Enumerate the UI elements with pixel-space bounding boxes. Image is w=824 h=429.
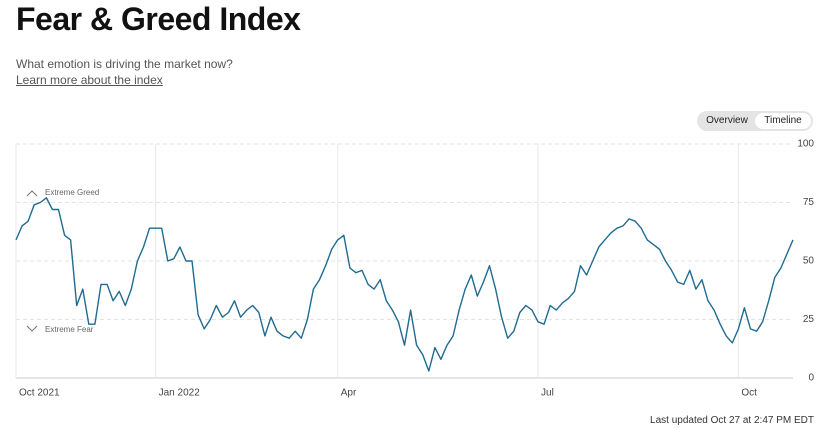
annotation: Extreme Fear [45, 325, 94, 334]
y-tick-label: 75 [803, 197, 815, 208]
y-tick-label: 100 [797, 139, 814, 150]
view-toggle: Overview Timeline [697, 111, 813, 131]
chart: 0 25 50 75 100 Oct 2021 Jan 2022 Apr Jul Oct Extre… [15, 139, 815, 399]
chevron-up-icon [26, 190, 38, 197]
annotation: Extreme Greed [45, 188, 99, 197]
page-title: Fear & Greed Index [16, 1, 301, 37]
y-tick-label: 50 [803, 256, 815, 267]
chevron-down-icon [26, 325, 38, 332]
data-line [15, 197, 794, 372]
last-updated: Last updated Oct 27 at 2:47 PM EDT [650, 415, 814, 426]
tab[interactable]: Timeline [755, 113, 811, 129]
y-tick-label: 25 [803, 314, 815, 325]
x-tick-label: Oct 2021 [19, 388, 60, 399]
tab[interactable]: Overview [706, 115, 748, 126]
y-tick-label: 0 [808, 373, 814, 384]
subtitle: What emotion is driving the market now? [16, 57, 233, 71]
x-tick-label: Oct [741, 388, 757, 399]
x-tick-label: Jul [541, 388, 554, 399]
learn-more-link[interactable]: Learn more about the index [16, 73, 163, 87]
x-tick-label: Jan 2022 [159, 388, 201, 399]
x-tick-label: Apr [341, 388, 357, 399]
